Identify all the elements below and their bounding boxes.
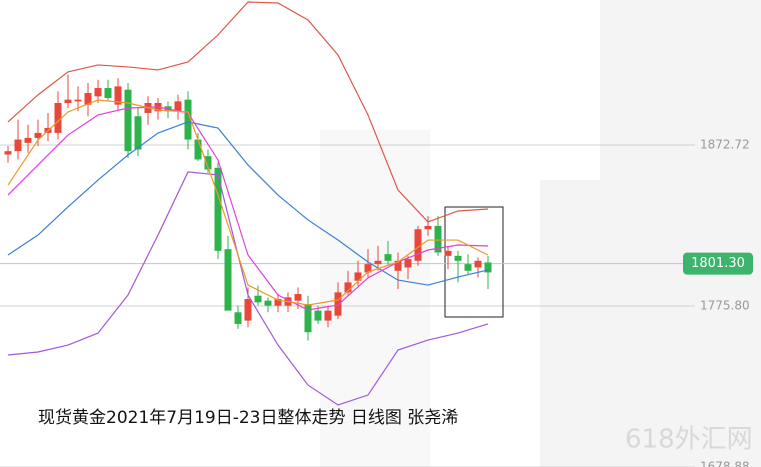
candle-body	[4, 151, 12, 155]
candle-body	[264, 300, 272, 306]
candle-body	[244, 299, 252, 321]
candle-body	[474, 260, 482, 268]
last-price-box	[683, 252, 753, 275]
candle-body	[364, 264, 372, 273]
candle-body	[464, 264, 472, 271]
candle-body	[34, 132, 42, 138]
candle-body	[354, 272, 362, 281]
candle-body	[394, 260, 402, 271]
candle-body	[304, 304, 312, 333]
background-watermark	[320, 0, 761, 467]
candle-body	[224, 249, 232, 311]
indicator-line	[7, 99, 489, 306]
candle-body	[254, 295, 262, 303]
candle-body	[84, 93, 92, 105]
candle-body	[434, 225, 442, 253]
candle-body	[314, 310, 322, 321]
candle-body	[194, 139, 202, 160]
candle-body	[24, 137, 32, 143]
candle-body	[484, 262, 492, 273]
candle-body	[234, 312, 242, 324]
candle-body	[74, 99, 82, 102]
candle-body	[274, 299, 282, 306]
candle-body	[444, 250, 452, 256]
candle-body	[414, 229, 422, 261]
candle-body	[214, 167, 222, 251]
candle-body	[424, 225, 432, 230]
candle-body	[64, 99, 72, 103]
last-price-label: 1801.30	[691, 256, 745, 271]
watermark: 618外汇网	[625, 425, 753, 455]
indicator-line	[7, 121, 489, 286]
candle-body	[104, 88, 112, 99]
candle-body	[114, 86, 122, 105]
candle-body	[324, 310, 332, 321]
candle-body	[184, 99, 192, 140]
indicator-line	[7, 1, 489, 223]
candle-body	[384, 254, 392, 261]
candle-body	[54, 102, 62, 133]
caption: 现货黄金2021年7月19日-23日整体走势 日线图 张尧浠	[38, 408, 458, 428]
indicator-line	[7, 106, 489, 311]
candle-body	[174, 101, 182, 112]
candle-body	[334, 292, 342, 316]
candle-body	[454, 255, 462, 261]
candle-body	[204, 156, 212, 170]
candle-body	[14, 139, 22, 152]
candle-body	[94, 88, 102, 97]
candle-body	[134, 116, 142, 150]
indicator-line	[7, 171, 489, 406]
candle-body	[344, 282, 352, 293]
highlight-box	[444, 206, 504, 318]
candle-body	[374, 260, 382, 265]
candle-body	[294, 294, 302, 301]
candle-body	[404, 259, 412, 268]
y-tick-label: 1872.72	[700, 137, 750, 151]
candle-body	[124, 89, 132, 152]
y-tick-label: 1775.80	[700, 298, 750, 312]
y-tick-label: 1678.88	[700, 460, 750, 467]
